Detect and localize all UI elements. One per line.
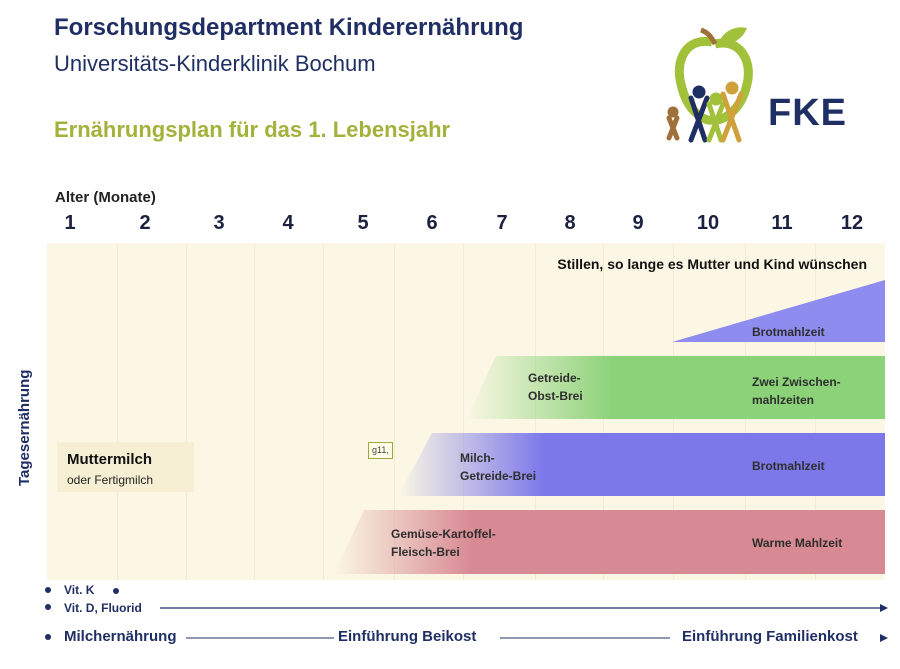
grid-line [463, 243, 464, 580]
zwischenmahlzeiten-label: Zwei Zwischen-mahlzeiten [752, 375, 841, 407]
vit-d-dot-icon [45, 604, 51, 610]
month-tick-2: 2 [139, 212, 151, 234]
brot-top-band [672, 280, 885, 342]
badge: g11, [368, 442, 393, 459]
warme-mahlzeit-label: Warme Mahlzeit [752, 536, 843, 550]
age-axis-label: Alter (Monate) [55, 189, 156, 206]
fertigmilch-sub: oder Fertigmilch [67, 473, 154, 487]
month-tick-11: 11 [771, 212, 793, 234]
month-tick-9: 9 [632, 212, 644, 234]
month-tick-5: 5 [357, 212, 369, 234]
grid-line [117, 243, 118, 580]
plan-title: Ernährungsplan für das 1. Lebensjahr [54, 117, 451, 142]
department-title: Forschungsdepartment Kinderernährung [54, 14, 524, 41]
getreide-obst-label: Getreide- Obst-Brei [528, 371, 583, 403]
muttermilch-title: Muttermilch [67, 451, 153, 468]
phase-milchernaehrung: Milchernährung [64, 628, 177, 645]
grid-line [186, 243, 187, 580]
month-tick-3: 3 [213, 212, 225, 234]
phase-beikost: Einführung Beikost [338, 628, 477, 645]
gemuese-label: Gemüse-Kartoffel- Fleisch-Brei [391, 527, 496, 559]
phase-dot-icon [45, 634, 51, 640]
muttermilch-box [57, 442, 194, 492]
apple-family-logo-icon [666, 27, 753, 143]
green-band [466, 356, 885, 419]
phase-familienkost: Einführung Familienkost [682, 628, 858, 645]
clinic-subtitle: Universitäts-Kinderklinik Bochum [54, 51, 376, 76]
brot-top-label: Brotmahlzeit [752, 325, 825, 339]
grid-line [394, 243, 395, 580]
month-tick-8: 8 [564, 212, 576, 234]
vit-k-dot-icon [45, 587, 51, 593]
milch-getreide-label: Milch- Getreide-Brei [460, 451, 537, 483]
vit-k-end-dot-icon [113, 588, 119, 594]
blue-band [398, 433, 885, 496]
month-tick-1: 1 [64, 212, 76, 234]
brot-blue-label: Brotmahlzeit [752, 459, 825, 473]
fke-logo-text: FKE [768, 92, 847, 134]
month-tick-6: 6 [426, 212, 438, 234]
month-tick-10: 10 [696, 212, 720, 234]
y-axis-label: Tagesernährung [16, 369, 33, 486]
vit-d-label: Vit. D, Fluorid [64, 601, 142, 615]
stillen-label: Stillen, so lange es Mutter und Kind wün… [557, 256, 867, 272]
month-tick-7: 7 [496, 212, 508, 234]
red-band [334, 510, 885, 574]
month-tick-4: 4 [282, 212, 294, 234]
month-tick-12: 12 [840, 212, 864, 234]
vit-k-label: Vit. K [64, 583, 95, 597]
grid-line [323, 243, 324, 580]
grid-line [254, 243, 255, 580]
